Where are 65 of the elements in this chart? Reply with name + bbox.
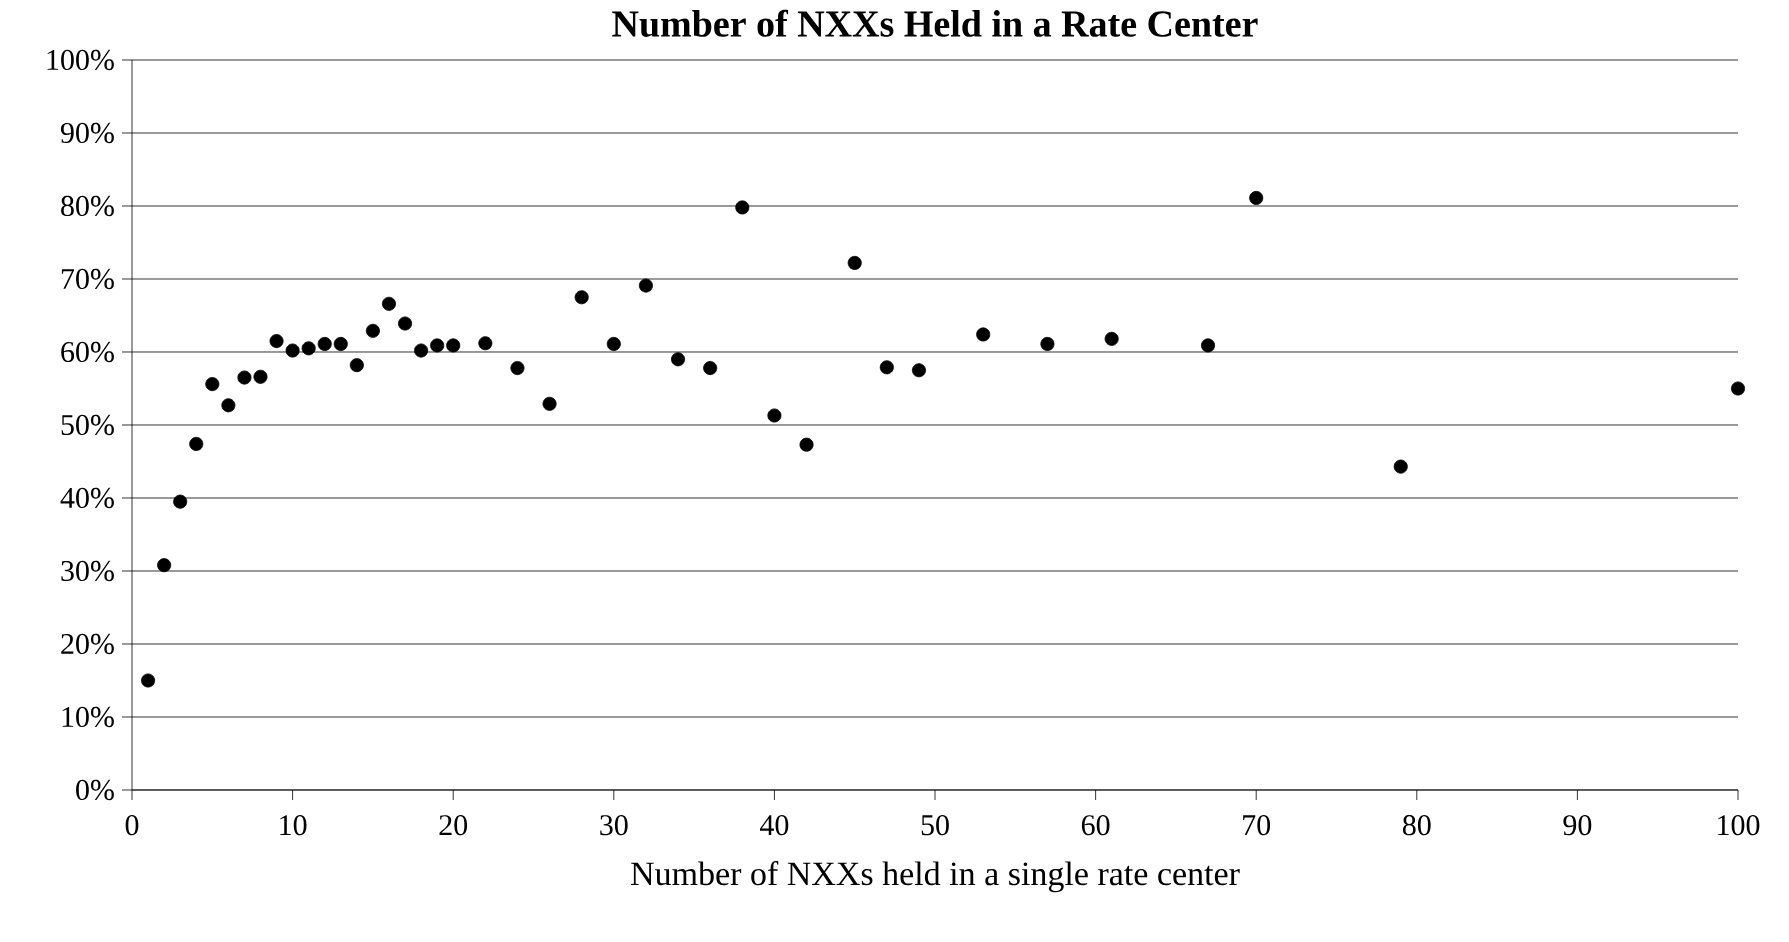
- point: [189, 436, 204, 451]
- x-axis-title: Number of NXXs held in a single rate center: [631, 861, 1240, 893]
- point: [671, 352, 686, 367]
- point: [237, 370, 252, 385]
- point: [333, 336, 348, 351]
- point: [735, 200, 750, 215]
- chart-title: Number of NXXs Held in a Rate Center: [612, 9, 1258, 37]
- point: [157, 558, 172, 573]
- point: [911, 363, 926, 378]
- point: [542, 396, 557, 411]
- point: [349, 358, 364, 373]
- point: [414, 343, 429, 358]
- point: [638, 278, 653, 293]
- point: [253, 369, 268, 384]
- point: [365, 323, 380, 338]
- x-tick-label: 50: [921, 815, 949, 836]
- point: [606, 336, 621, 351]
- point: [381, 296, 396, 311]
- y-tick-label: 30%: [61, 560, 114, 582]
- x-tick-label: 30: [600, 815, 628, 836]
- point: [430, 338, 445, 353]
- point: [173, 494, 188, 509]
- x-tick-label: 60: [1081, 815, 1110, 836]
- point: [317, 336, 332, 351]
- x-tick-label: 80: [1402, 815, 1431, 836]
- y-tick-label: 80%: [61, 195, 114, 217]
- y-tick-label: 40%: [60, 487, 114, 509]
- point: [301, 341, 316, 356]
- point: [703, 361, 718, 376]
- point: [1104, 331, 1119, 346]
- point: [446, 338, 461, 353]
- point: [799, 437, 814, 452]
- x-tick-label: 10: [280, 815, 307, 836]
- point: [510, 361, 525, 376]
- point: [767, 408, 782, 423]
- point: [141, 673, 156, 688]
- x-tick-label: 40: [760, 815, 789, 836]
- y-tick-label: 50%: [61, 414, 114, 436]
- y-tick-label: 100%: [47, 49, 114, 71]
- point: [1393, 459, 1408, 474]
- point: [478, 336, 493, 351]
- y-tick-label: 60%: [61, 341, 114, 363]
- y-tick-label: 70%: [61, 268, 114, 290]
- point: [205, 377, 220, 392]
- point: [879, 360, 894, 375]
- y-tick-label: 90%: [60, 122, 114, 144]
- point: [574, 290, 589, 305]
- y-tick-label: 10%: [62, 706, 114, 728]
- point: [269, 334, 284, 349]
- y-tick-label: 0%: [76, 779, 114, 801]
- x-tick-label: 70: [1243, 815, 1271, 836]
- x-tick-label: 100: [1718, 815, 1760, 836]
- x-tick-label: 20: [439, 815, 468, 836]
- point: [1731, 381, 1745, 396]
- point: [221, 398, 236, 413]
- point: [847, 255, 862, 270]
- x-tick-label: 90: [1563, 815, 1592, 836]
- y-tick-label: 20%: [61, 633, 114, 655]
- point: [1249, 190, 1264, 205]
- point: [976, 327, 991, 342]
- point: [1040, 336, 1055, 351]
- x-tick-label: 0: [125, 815, 139, 836]
- point: [285, 343, 300, 358]
- point: [398, 316, 413, 331]
- point: [1201, 338, 1216, 353]
